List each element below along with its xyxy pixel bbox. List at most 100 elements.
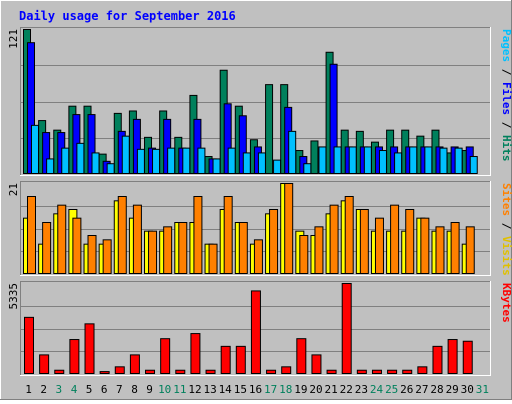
bar-sites-day-18: [284, 183, 294, 274]
bar-pages-day-7: [121, 135, 130, 174]
bar-pages-day-14: [227, 147, 236, 175]
day-label: 4: [71, 383, 78, 396]
bar-pages-day-17: [273, 159, 282, 174]
day-label: 8: [131, 383, 138, 396]
y-max-label: 21: [7, 183, 20, 196]
day-label: 12: [188, 383, 201, 396]
bar-kbytes-day-15: [235, 345, 246, 375]
bar-kbytes-day-26: [402, 369, 413, 375]
day-label: 17: [264, 383, 277, 396]
bar-sites-day-12: [193, 196, 203, 274]
bar-sites-day-25: [390, 204, 400, 275]
bar-sites-day-20: [314, 226, 324, 274]
bar-kbytes-day-21: [326, 369, 337, 375]
day-label: 9: [146, 383, 153, 396]
day-label: 23: [355, 383, 368, 396]
day-label: 1: [25, 383, 32, 396]
bar-pages-day-5: [91, 152, 100, 174]
day-label: 15: [234, 383, 247, 396]
panel-sites-visits: 21 Sites / Visits: [7, 181, 512, 276]
bar-kbytes-day-7: [114, 366, 125, 375]
right-legend: Sites / Visits: [500, 183, 512, 276]
bar-kbytes-day-13: [205, 369, 216, 375]
right-legend: KBytes: [500, 283, 512, 323]
bar-sites-day-5: [87, 235, 97, 274]
day-label: 24: [370, 383, 384, 396]
day-label: 14: [219, 383, 233, 396]
day-label: 6: [101, 383, 108, 396]
bar-sites-day-2: [42, 222, 52, 274]
bar-pages-day-8: [136, 148, 145, 175]
day-label: 31: [476, 383, 489, 396]
bar-kbytes-day-4: [69, 339, 80, 375]
legend-separator: /: [500, 62, 512, 82]
bar-kbytes-day-16: [250, 290, 261, 374]
bar-pages-day-22: [348, 146, 357, 175]
bar-sites-day-30: [465, 226, 475, 274]
bar-kbytes-day-12: [190, 333, 201, 375]
day-label: 7: [116, 383, 123, 396]
bar-pages-day-2: [46, 158, 55, 175]
bar-pages-day-29: [454, 147, 463, 175]
bar-sites-day-21: [329, 204, 339, 275]
legend-hits: Hits: [500, 135, 512, 162]
day-label: 28: [430, 383, 443, 396]
bar-sites-day-17: [269, 209, 279, 274]
legend-files: Files: [500, 82, 512, 115]
bar-sites-day-15: [238, 222, 248, 274]
bar-pages-day-6: [106, 163, 115, 174]
bar-pages-day-23: [363, 146, 372, 175]
legend-visits: Visits: [500, 236, 512, 276]
bar-kbytes-day-20: [311, 354, 322, 374]
day-label: 27: [415, 383, 428, 396]
day-label: 30: [461, 383, 474, 396]
bar-sites-day-7: [117, 196, 127, 274]
bar-hits-day-17: [265, 84, 274, 174]
bar-sites-day-19: [299, 235, 309, 274]
bar-pages-day-26: [409, 146, 418, 175]
bar-pages-day-24: [378, 150, 387, 174]
legend-separator: /: [500, 115, 512, 135]
bar-pages-day-19: [303, 163, 312, 174]
bar-sites-day-6: [102, 239, 112, 274]
bar-kbytes-day-27: [417, 366, 428, 375]
bar-pages-day-30: [469, 156, 478, 175]
y-max-label: 5335: [7, 283, 20, 310]
day-axis-labels: 1 2 3 4 5 6 7 8 9 10 11 12 13 14 15 16 17 18 19 20 21 22 23 24 2…: [25, 383, 489, 396]
bar-sites-day-13: [208, 243, 218, 275]
bar-sites-day-28: [435, 226, 445, 274]
bar-pages-day-12: [197, 147, 206, 175]
bar-kbytes-day-8: [129, 354, 140, 374]
legend-kbytes: KBytes: [500, 283, 512, 323]
right-legend: Pages / Files / Hits: [500, 29, 512, 162]
bar-pages-day-15: [242, 152, 251, 174]
day-label: 10: [158, 383, 171, 396]
bar-sites-day-22: [344, 196, 354, 274]
day-label: 5: [86, 383, 93, 396]
bar-kbytes-day-25: [387, 369, 398, 375]
bar-kbytes-day-22: [341, 283, 352, 374]
bar-sites-day-3: [57, 204, 67, 275]
bar-kbytes-day-23: [356, 369, 367, 375]
bar-pages-day-25: [394, 152, 403, 174]
bar-sites-day-29: [450, 222, 460, 274]
bar-kbytes-day-3: [54, 369, 65, 375]
day-label: 20: [309, 383, 322, 396]
bar-hits-day-20: [310, 140, 319, 174]
bar-sites-day-1: [27, 196, 36, 274]
bar-pages-day-1: [31, 124, 39, 174]
y-max-label: 121: [7, 29, 20, 49]
bar-kbytes-day-18: [281, 366, 292, 375]
panel-hits-files-pages: 121 Pages / Files / Hits: [7, 27, 512, 176]
bar-kbytes-day-6: [99, 371, 110, 374]
bar-pages-day-11: [182, 147, 191, 175]
bar-kbytes-day-5: [84, 323, 95, 375]
bar-pages-day-10: [167, 147, 176, 175]
bar-sites-day-26: [405, 209, 415, 274]
bar-pages-day-9: [152, 148, 161, 175]
bar-pages-day-27: [424, 146, 433, 175]
bar-sites-day-16: [253, 239, 263, 274]
bar-kbytes-day-30: [462, 340, 473, 375]
